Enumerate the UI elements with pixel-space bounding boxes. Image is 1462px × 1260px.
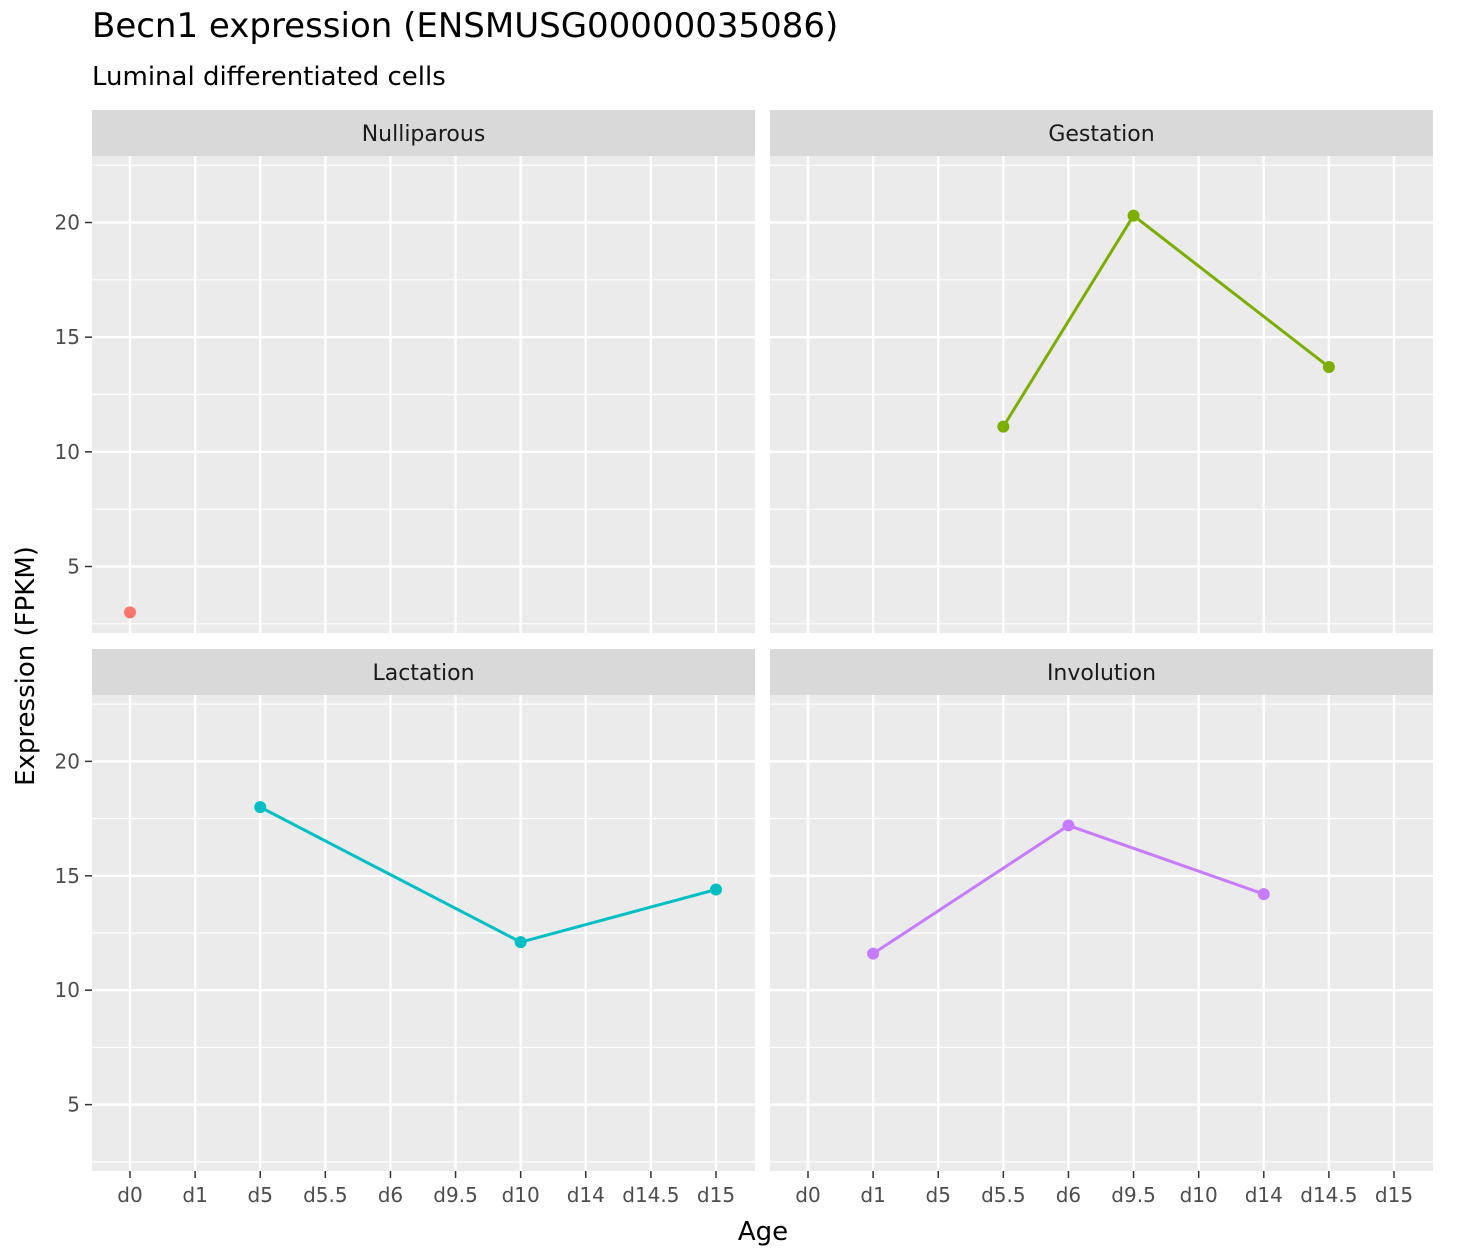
chart-title: Becn1 expression (ENSMUSG00000035086)	[92, 6, 839, 46]
facet-label-lactation: Lactation	[372, 661, 474, 686]
data-point-gestation	[997, 420, 1010, 433]
x-tick-label: d1	[182, 1183, 207, 1207]
x-tick-label: d14	[1245, 1183, 1283, 1207]
x-tick-label: d9.5	[433, 1183, 478, 1207]
y-tick-label: 20	[55, 211, 80, 235]
y-tick-label: 5	[67, 1093, 80, 1117]
x-tick-label: d6	[1056, 1183, 1081, 1207]
y-tick-label: 5	[67, 554, 80, 578]
data-point-involution	[1062, 819, 1075, 832]
facet-strip	[92, 110, 755, 156]
x-tick-label: d10	[502, 1183, 540, 1207]
facet-label-involution: Involution	[1047, 661, 1156, 686]
data-point-involution	[867, 947, 880, 960]
facet-strip	[770, 110, 1433, 156]
x-tick-label: d1	[860, 1183, 885, 1207]
x-tick-label: d5	[248, 1183, 273, 1207]
x-tick-label: d15	[1375, 1183, 1413, 1207]
x-tick-label: d6	[378, 1183, 403, 1207]
x-tick-label: d9.5	[1111, 1183, 1156, 1207]
x-tick-label: d5	[926, 1183, 951, 1207]
data-point-gestation	[1322, 360, 1335, 373]
x-tick-label: d0	[117, 1183, 142, 1207]
data-point-lactation	[514, 936, 527, 949]
data-point-gestation	[1127, 209, 1140, 222]
x-tick-label: d14.5	[1300, 1183, 1357, 1207]
x-tick-label: d15	[697, 1183, 735, 1207]
data-point-lactation	[710, 883, 722, 896]
x-tick-label: d0	[795, 1183, 820, 1207]
data-point-lactation	[254, 801, 267, 814]
facet-label-nulliparous: Nulliparous	[362, 122, 486, 147]
y-tick-label: 20	[55, 749, 80, 773]
facet-label-gestation: Gestation	[1048, 122, 1154, 147]
facet-strip	[92, 649, 755, 695]
y-tick-label: 10	[55, 978, 80, 1002]
data-point-nulliparous	[124, 606, 136, 619]
x-tick-label: d10	[1180, 1183, 1218, 1207]
data-point-involution	[1257, 888, 1270, 901]
y-tick-label: 15	[55, 864, 80, 888]
y-tick-label: 10	[55, 440, 80, 464]
facet-strip	[770, 649, 1433, 695]
x-tick-label: d14.5	[622, 1183, 679, 1207]
x-tick-label: d5.5	[303, 1183, 348, 1207]
chart-subtitle: Luminal differentiated cells	[92, 62, 446, 92]
y-tick-label: 15	[55, 325, 80, 349]
x-tick-label: d5.5	[981, 1183, 1026, 1207]
x-axis-label: Age	[738, 1217, 788, 1247]
y-axis-label: Expression (FPKM)	[11, 546, 41, 786]
x-tick-label: d14	[567, 1183, 605, 1207]
